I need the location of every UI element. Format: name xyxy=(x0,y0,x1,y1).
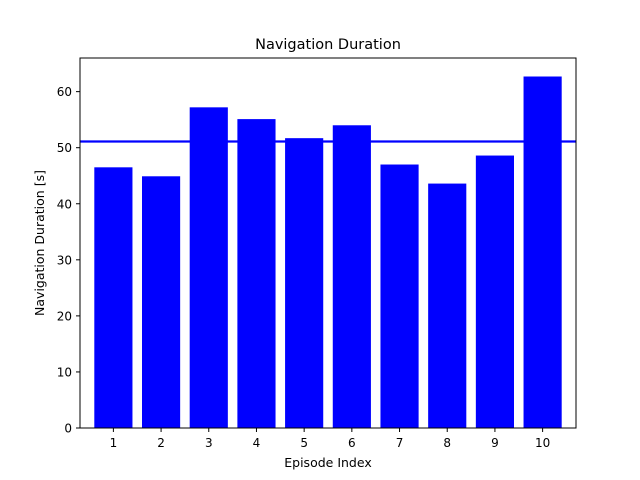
y-axis: 0 10 20 30 40 50 60 xyxy=(57,85,80,436)
x-tick-label: 9 xyxy=(491,436,499,450)
bar-episode-8 xyxy=(428,183,467,428)
bar-episode-9 xyxy=(475,155,514,428)
bars-layer xyxy=(94,76,562,429)
chart-title: Navigation Duration xyxy=(255,37,401,53)
bar-episode-7 xyxy=(380,164,419,429)
y-tick-label: 50 xyxy=(57,141,72,155)
x-tick-label: 6 xyxy=(348,436,356,450)
x-axis: 1 2 3 4 5 6 7 8 9 10 xyxy=(110,428,550,450)
y-tick-label: 20 xyxy=(57,309,72,323)
x-tick-label: 4 xyxy=(253,436,261,450)
y-tick-label: 40 xyxy=(57,197,72,211)
bar-episode-4 xyxy=(237,119,276,428)
y-tick-label: 0 xyxy=(64,422,72,436)
y-tick-label: 60 xyxy=(57,85,72,99)
bar-episode-10 xyxy=(523,76,562,428)
x-tick-label: 8 xyxy=(443,436,451,450)
x-tick-label: 7 xyxy=(396,436,404,450)
x-tick-label: 2 xyxy=(157,436,165,450)
bar-episode-2 xyxy=(142,176,181,428)
y-tick-label: 30 xyxy=(57,253,72,267)
x-tick-label: 5 xyxy=(300,436,308,450)
x-tick-label: 1 xyxy=(110,436,118,450)
bar-episode-3 xyxy=(189,107,228,428)
plot-frame xyxy=(79,57,577,429)
x-tick-label: 3 xyxy=(205,436,213,450)
y-axis-label: Navigation Duration [s] xyxy=(32,170,47,316)
x-axis-label: Episode Index xyxy=(284,455,371,470)
bar-episode-5 xyxy=(285,138,324,428)
bar-episode-1 xyxy=(94,167,133,428)
bar-episode-6 xyxy=(332,125,371,428)
y-tick-label: 10 xyxy=(57,365,72,379)
x-tick-label: 10 xyxy=(535,436,550,450)
